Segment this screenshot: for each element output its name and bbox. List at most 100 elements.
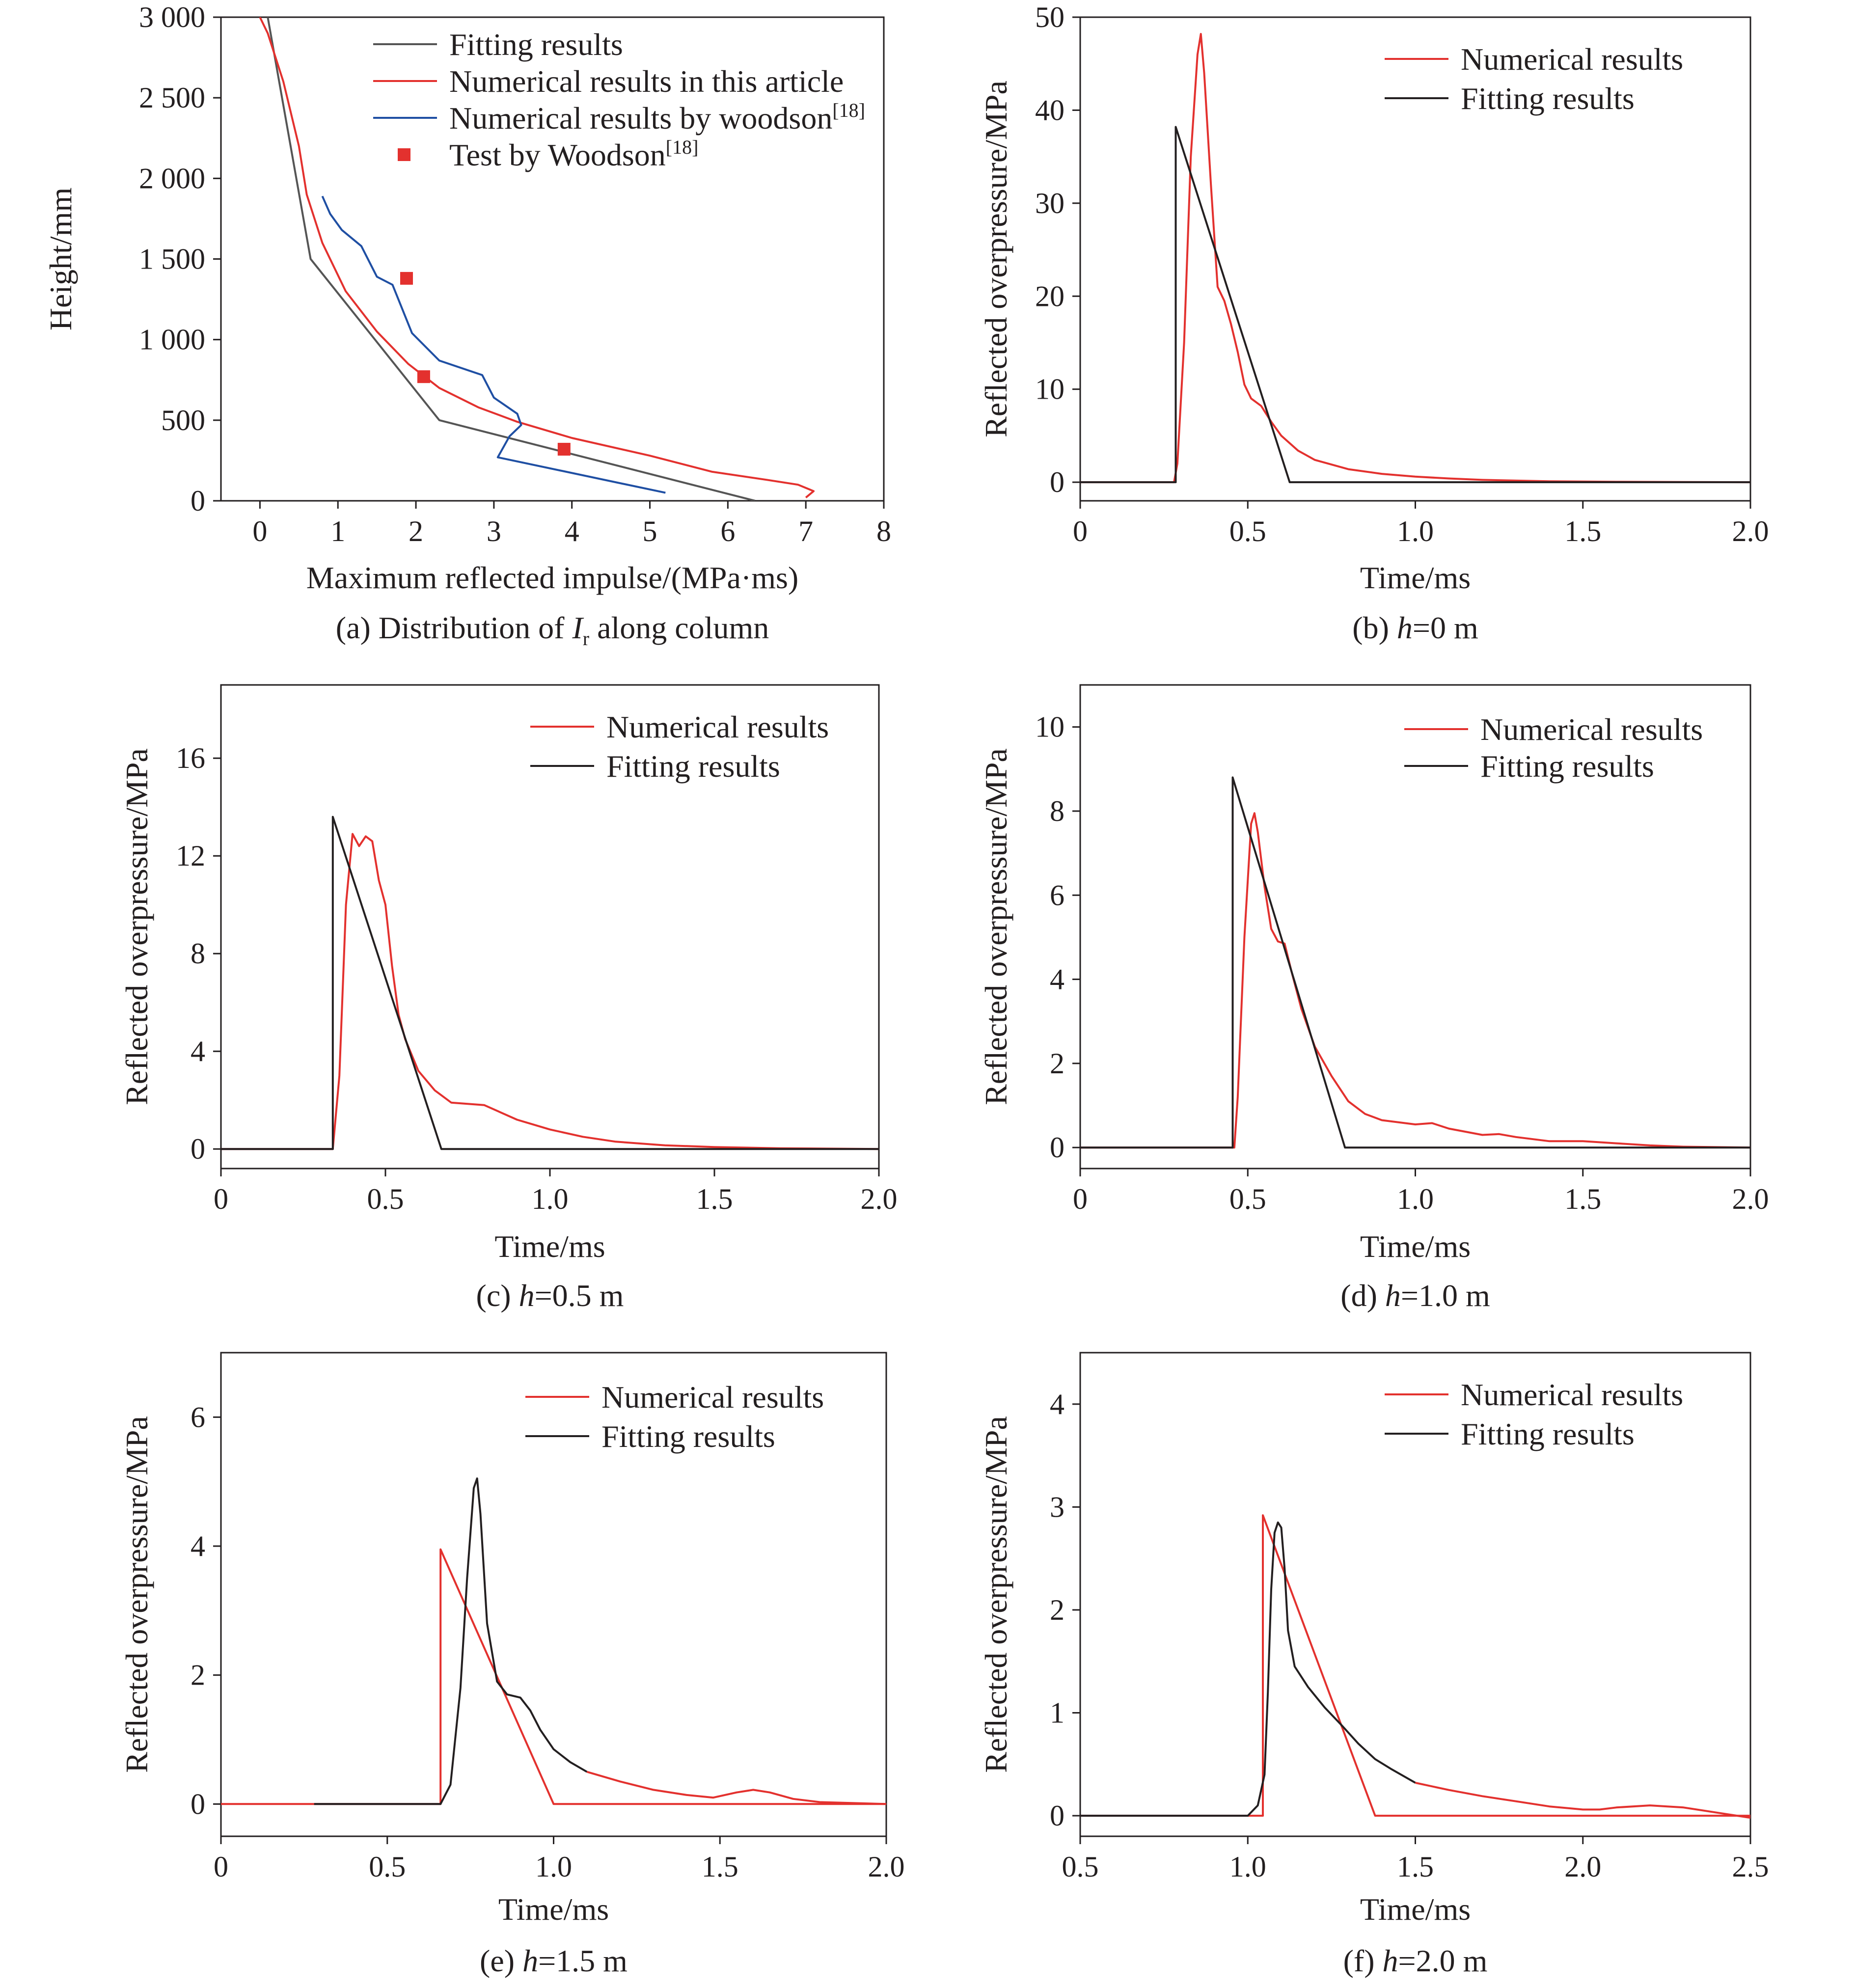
panel-caption: (d) h=1.0 m xyxy=(1340,1278,1490,1313)
y-tick-label: 2 000 xyxy=(139,162,205,194)
legend-entry: Numerical results xyxy=(1480,712,1703,747)
x-tick-label: 2.5 xyxy=(1732,1851,1769,1883)
x-tick-label: 0 xyxy=(252,515,267,547)
legend-entry: Fitting results xyxy=(1461,81,1635,116)
y-tick-label: 0 xyxy=(1050,1799,1064,1832)
x-tick-label: 1.0 xyxy=(1397,1183,1434,1215)
y-tick-label: 6 xyxy=(1050,879,1064,911)
series-line xyxy=(314,1477,588,1805)
panel-f: 0.5 1.0 1.5 2.0 2.5 0 1 2 3 4 Time/ms Reflected ove… xyxy=(979,1352,1769,1978)
x-tick-label: 6 xyxy=(720,515,735,547)
y-tick-label: 10 xyxy=(1035,373,1064,406)
legend-entry: Fitting results xyxy=(601,1419,775,1454)
legend-entry: Numerical results in this article xyxy=(449,64,844,99)
legend-entry: Fitting results xyxy=(1461,1416,1635,1451)
panel-c: 0 0.5 1.0 1.5 2.0 0 4 8 12 16 Time/ms Reflected ove… xyxy=(119,684,898,1313)
data-point-marker xyxy=(417,370,430,383)
x-axis-label: Time/ms xyxy=(1360,1892,1471,1927)
plot-frame xyxy=(1079,1352,1751,1837)
y-tick-label: 4 xyxy=(191,1530,205,1562)
y-tick-label: 50 xyxy=(1035,1,1064,33)
x-tick-label: 0.5 xyxy=(369,1851,406,1883)
legend-entry: Numerical results xyxy=(606,709,829,744)
x-tick-label: 1.5 xyxy=(696,1183,733,1215)
y-tick-label: 2 500 xyxy=(139,82,205,114)
series-line xyxy=(221,833,879,1150)
legend-entry: Fitting results xyxy=(1480,749,1654,784)
series-line xyxy=(1080,776,1750,1149)
data-point-marker xyxy=(557,442,571,456)
series-line xyxy=(1080,126,1750,484)
y-tick-label: 2 xyxy=(1050,1047,1064,1080)
x-tick-label: 2.0 xyxy=(868,1851,905,1883)
panel-caption: (b) h=0 m xyxy=(1352,610,1478,645)
y-tick-label: 0 xyxy=(1050,1131,1064,1164)
x-tick-label: 0 xyxy=(1073,515,1088,547)
x-tick-label: 1.5 xyxy=(702,1851,738,1883)
x-tick-label: 1.5 xyxy=(1564,515,1601,547)
y-axis-label: Reflected overpressure/MPa xyxy=(979,1416,1013,1773)
y-tick-label: 0 xyxy=(191,485,205,517)
x-tick-label: 0 xyxy=(1073,1183,1088,1215)
x-tick-label: 4 xyxy=(565,515,579,547)
plot-frame xyxy=(220,684,880,1170)
x-tick-label: 1.5 xyxy=(1564,1183,1601,1215)
x-tick-label: 2.0 xyxy=(1564,1851,1601,1883)
x-tick-label: 1.0 xyxy=(535,1851,572,1883)
panel-e: 0 0.5 1.0 1.5 2.0 0 2 4 6 Time/ms Reflected overpr… xyxy=(119,1352,905,1978)
x-tick-label: 0.5 xyxy=(1229,515,1266,547)
y-tick-label: 0 xyxy=(191,1788,205,1820)
y-tick-label: 2 xyxy=(1050,1594,1064,1626)
panel-d: 0 0.5 1.0 1.5 2.0 0 2 4 6 8 10 Time/ms Reflected ove… xyxy=(979,684,1769,1313)
y-tick-label: 4 xyxy=(1050,963,1064,996)
y-tick-label: 1 000 xyxy=(139,324,205,356)
y-tick-label: 2 xyxy=(191,1659,205,1691)
x-tick-label: 0 xyxy=(214,1851,228,1883)
series-line xyxy=(1080,33,1750,484)
plot-frame xyxy=(220,1352,887,1837)
y-tick-label: 0 xyxy=(191,1133,205,1165)
series-line xyxy=(1080,812,1750,1149)
panel-caption: (e) h=1.5 m xyxy=(480,1943,628,1978)
x-axis-label: Maximum reflected impulse/(MPa·ms) xyxy=(306,560,798,595)
plot-frame xyxy=(1079,16,1751,502)
x-tick-label: 2 xyxy=(409,515,423,547)
x-axis-label: Time/ms xyxy=(1360,560,1471,595)
panel-a: 0 1 2 3 4 5 6 7 8 0 500 1 000 1 500 2 000 2 500 3 000 Ma… xyxy=(43,1,891,650)
legend-entry: Numerical results xyxy=(1461,1377,1683,1412)
legend-entry: Numerical results xyxy=(1461,42,1683,77)
y-tick-label: 8 xyxy=(1050,795,1064,827)
y-axis-label: Height/mm xyxy=(43,188,78,331)
y-tick-label: 20 xyxy=(1035,280,1064,312)
panel-caption: (f) h=2.0 m xyxy=(1343,1943,1488,1978)
y-tick-label: 1 xyxy=(1050,1697,1064,1729)
series-line xyxy=(259,17,815,498)
y-tick-label: 4 xyxy=(1050,1388,1064,1420)
x-tick-label: 1.0 xyxy=(532,1183,569,1215)
y-axis-label: Reflected overpressure/MPa xyxy=(979,748,1013,1105)
x-axis-label: Time/ms xyxy=(498,1892,609,1927)
legend-marker xyxy=(398,148,410,161)
x-tick-label: 2.0 xyxy=(861,1183,898,1215)
series-line xyxy=(267,17,756,501)
y-tick-label: 40 xyxy=(1035,94,1064,126)
y-axis-label: Reflected overpressure/MPa xyxy=(119,1416,154,1773)
x-axis-label: Time/ms xyxy=(1360,1229,1471,1264)
y-axis-label: Reflected overpressure/MPa xyxy=(119,748,154,1105)
data-point-marker xyxy=(400,272,413,285)
x-tick-label: 0 xyxy=(214,1183,228,1215)
legend-entry: Fitting results xyxy=(606,749,780,784)
y-tick-label: 12 xyxy=(176,840,205,872)
x-tick-label: 1.0 xyxy=(1397,515,1434,547)
y-tick-label: 6 xyxy=(191,1401,205,1433)
y-axis-label: Reflected overpressure/MPa xyxy=(979,81,1013,437)
x-tick-label: 0.5 xyxy=(1229,1183,1266,1215)
y-tick-label: 500 xyxy=(161,404,205,436)
x-tick-label: 1.5 xyxy=(1397,1851,1434,1883)
x-tick-label: 2.0 xyxy=(1732,1183,1769,1215)
series-line xyxy=(1080,1514,1750,1817)
x-tick-label: 0.5 xyxy=(367,1183,404,1215)
x-tick-label: 1.0 xyxy=(1229,1851,1266,1883)
